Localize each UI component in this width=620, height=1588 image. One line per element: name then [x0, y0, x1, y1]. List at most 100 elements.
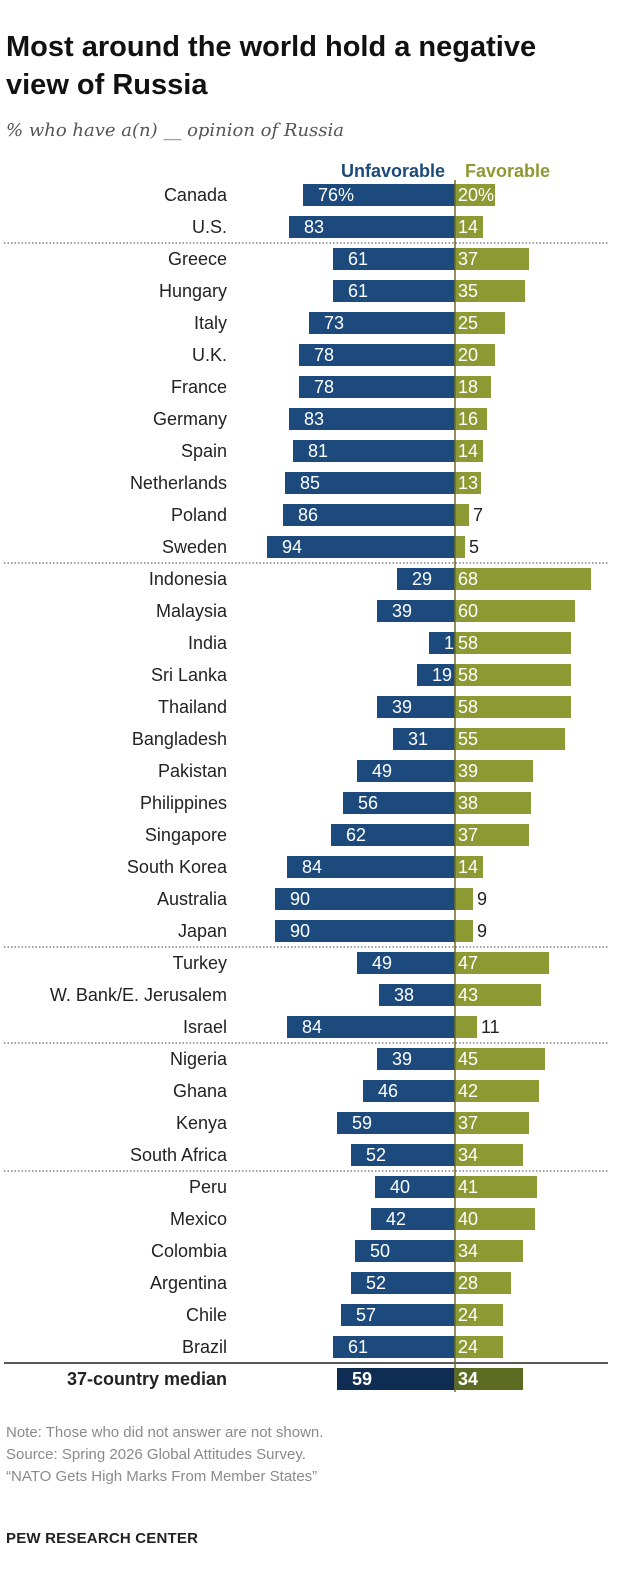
- bar-unfavorable: [331, 824, 455, 846]
- country-label: France: [171, 377, 227, 397]
- value-unfavorable: 52: [366, 1145, 386, 1165]
- value-favorable: 34: [458, 1145, 478, 1165]
- bar-favorable: [455, 728, 565, 750]
- value-favorable: 35: [458, 281, 478, 301]
- value-unfavorable: 78: [314, 345, 334, 365]
- country-label: Poland: [171, 505, 227, 525]
- value-favorable: 42: [458, 1081, 478, 1101]
- value-unfavorable: 39: [392, 601, 412, 621]
- bar-favorable: [455, 1080, 539, 1102]
- value-unfavorable: 73: [324, 313, 344, 333]
- bar-favorable: [455, 888, 473, 910]
- value-favorable: 28: [458, 1273, 478, 1293]
- value-unfavorable: 52: [366, 1273, 386, 1293]
- legend-favorable: Favorable: [465, 161, 550, 181]
- median-bar-unfavorable: [337, 1368, 455, 1390]
- country-label: Turkey: [173, 953, 227, 973]
- value-favorable: 68: [458, 569, 478, 589]
- country-label: Philippines: [140, 793, 227, 813]
- value-favorable: 16: [458, 409, 478, 429]
- bar-favorable: [455, 472, 481, 494]
- value-unfavorable: 86: [298, 505, 318, 525]
- country-label: Nigeria: [170, 1049, 228, 1069]
- bar-favorable: [455, 600, 575, 622]
- country-label: U.S.: [192, 217, 227, 237]
- median-bar-favorable: [455, 1368, 523, 1390]
- value-unfavorable: 76%: [318, 185, 354, 205]
- value-unfavorable: 90: [290, 921, 310, 941]
- bar-favorable: [455, 408, 487, 430]
- chart-subtitle: % who have a(n) __ opinion of Russia: [6, 120, 345, 141]
- country-label: Argentina: [150, 1273, 228, 1293]
- country-label: Peru: [189, 1177, 227, 1197]
- bar-unfavorable: [351, 1272, 455, 1294]
- bar-unfavorable: [299, 376, 455, 398]
- value-favorable: 40: [458, 1209, 478, 1229]
- value-favorable: 58: [458, 697, 478, 717]
- value-favorable: 58: [458, 633, 478, 653]
- median-label: 37-country median: [67, 1369, 227, 1389]
- value-favorable: 39: [458, 761, 478, 781]
- value-favorable: 20%: [458, 185, 494, 205]
- bar-favorable: [455, 280, 525, 302]
- bar-favorable: [455, 568, 591, 590]
- bar-favorable: [455, 440, 483, 462]
- value-unfavorable: 62: [346, 825, 366, 845]
- bar-unfavorable: [267, 536, 455, 558]
- value-unfavorable: 39: [392, 697, 412, 717]
- bar-favorable: [455, 984, 541, 1006]
- bar-unfavorable: [309, 312, 455, 334]
- value-unfavorable: 40: [390, 1177, 410, 1197]
- bar-unfavorable: [429, 632, 455, 654]
- bar-favorable: [455, 856, 483, 878]
- bar-favorable: [455, 1304, 503, 1326]
- country-label: Malaysia: [156, 601, 228, 621]
- bar-favorable: [455, 1240, 523, 1262]
- bar-unfavorable: [363, 1080, 455, 1102]
- bar-unfavorable: [357, 760, 455, 782]
- value-unfavorable: 31: [408, 729, 428, 749]
- bar-favorable: [455, 824, 529, 846]
- bar-favorable: [455, 504, 469, 526]
- value-favorable: 34: [458, 1241, 478, 1261]
- bar-unfavorable: [293, 440, 455, 462]
- bar-unfavorable: [337, 1112, 455, 1134]
- bar-unfavorable: [285, 472, 455, 494]
- value-favorable: 7: [473, 505, 483, 525]
- value-unfavorable: 49: [372, 953, 392, 973]
- value-unfavorable: 38: [394, 985, 414, 1005]
- source-line: Source: Spring 2026 Global Attitudes Sur…: [6, 1446, 306, 1463]
- bar-unfavorable: [283, 504, 455, 526]
- bar-favorable: [455, 760, 533, 782]
- value-favorable: 9: [477, 889, 487, 909]
- chart-notes: Note: Those who did not answer are not s…: [6, 1422, 323, 1488]
- bar-unfavorable: [287, 1016, 455, 1038]
- value-favorable: 13: [458, 473, 478, 493]
- value-favorable: 18: [458, 377, 478, 397]
- country-label: Sri Lanka: [151, 665, 228, 685]
- country-label: Israel: [183, 1017, 227, 1037]
- bar-favorable: [455, 1272, 511, 1294]
- bar-favorable: [455, 1176, 537, 1198]
- country-label: India: [188, 633, 228, 653]
- value-favorable: 20: [458, 345, 478, 365]
- country-label: Brazil: [182, 1337, 227, 1357]
- value-unfavorable: 19: [432, 665, 452, 685]
- country-label: Spain: [181, 441, 227, 461]
- median-value-favorable: 34: [458, 1369, 478, 1389]
- bar-favorable: [455, 952, 549, 974]
- value-favorable: 37: [458, 825, 478, 845]
- bar-favorable: [455, 216, 483, 238]
- value-unfavorable: 84: [302, 857, 322, 877]
- value-unfavorable: 57: [356, 1305, 376, 1325]
- country-label: W. Bank/E. Jerusalem: [50, 985, 227, 1005]
- bar-favorable: [455, 376, 491, 398]
- bar-unfavorable: [375, 1176, 455, 1198]
- bar-unfavorable: [371, 1208, 455, 1230]
- value-favorable: 55: [458, 729, 478, 749]
- bar-unfavorable: [397, 568, 455, 590]
- bar-favorable: [455, 312, 505, 334]
- bar-unfavorable: [379, 984, 455, 1006]
- bar-unfavorable: [289, 408, 455, 430]
- country-label: South Korea: [127, 857, 228, 877]
